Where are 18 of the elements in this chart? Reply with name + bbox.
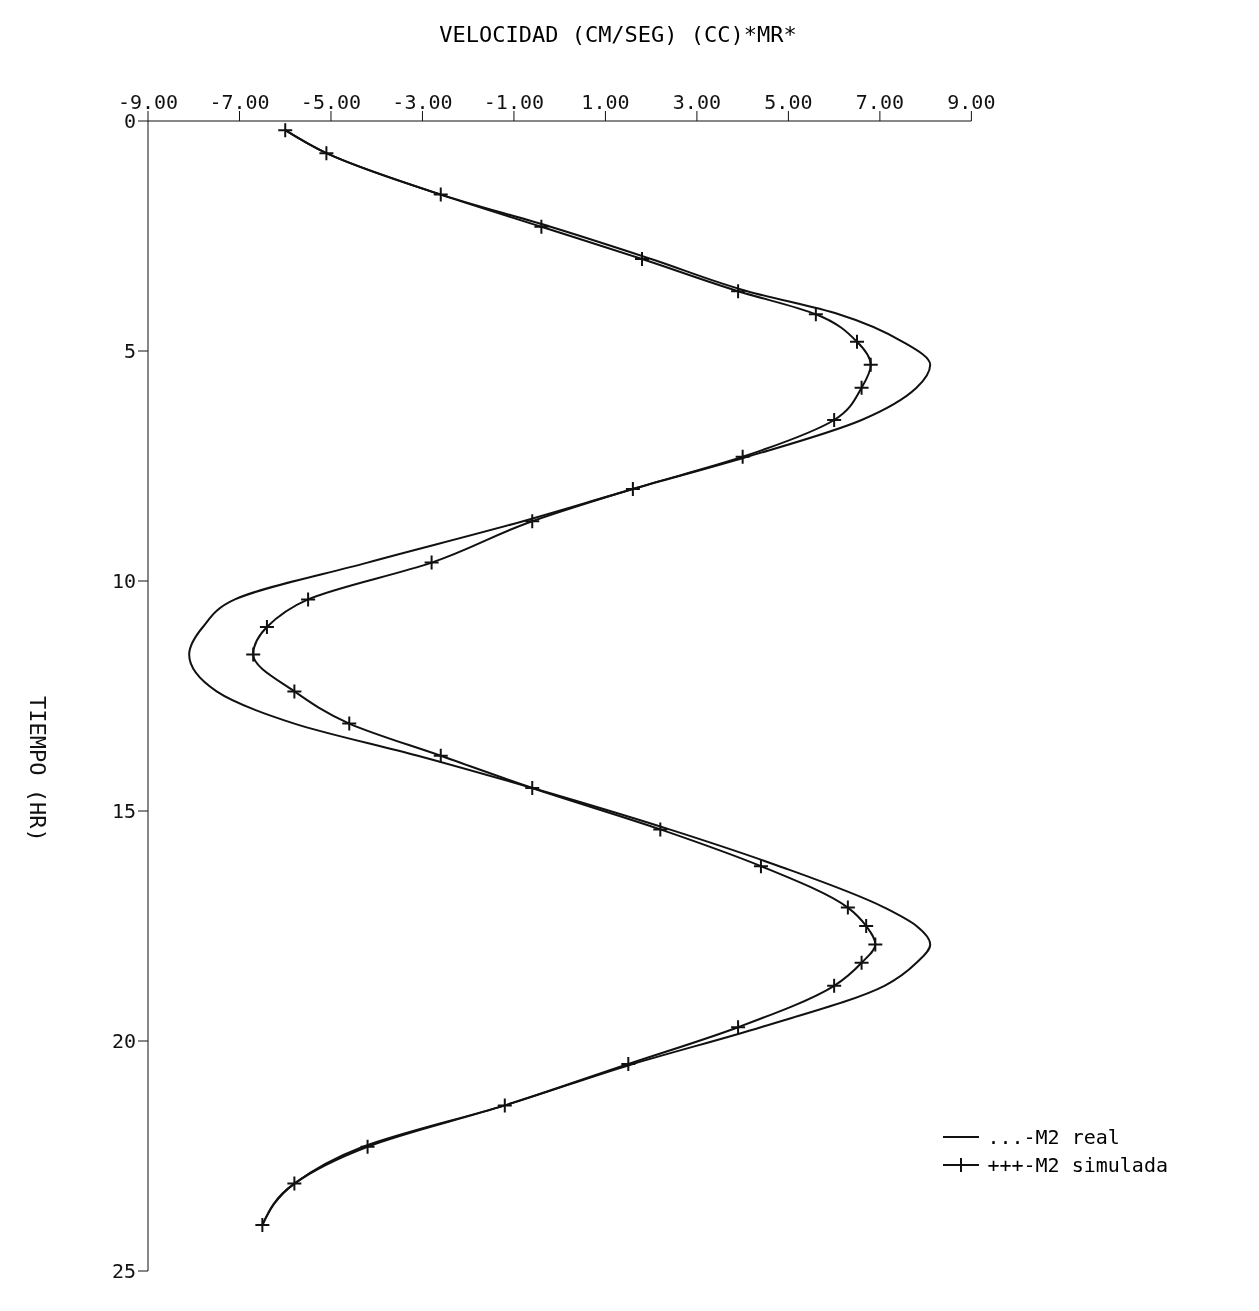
x-tick-label: -5.00 (300, 90, 362, 114)
x-axis-title: VELOCIDAD (CM/SEG) (CC)*MR* (438, 21, 798, 49)
y-axis-title: TIEMPO (HR) (25, 696, 51, 842)
y-tick-label: 5 (123, 339, 136, 364)
x-tick-label: 1.00 (581, 90, 630, 114)
x-tick-label: 9.00 (947, 90, 996, 114)
y-tick-label: 20 (111, 1029, 136, 1054)
x-tick-label: 5.00 (764, 90, 813, 114)
x-tick-label: 7.00 (855, 90, 904, 114)
legend-label: +++-M2 simulada (987, 1153, 1168, 1177)
y-tick-label: 25 (111, 1259, 136, 1284)
x-tick-label: -3.00 (392, 90, 453, 114)
x-tick-label: 3.00 (672, 90, 721, 114)
x-tick-label: -1.00 (483, 90, 545, 114)
y-tick-label: 10 (111, 569, 136, 594)
y-tick-label: 15 (111, 799, 136, 824)
legend-label: ...-M2 real (987, 1125, 1120, 1149)
x-tick-label: -7.00 (209, 90, 270, 114)
